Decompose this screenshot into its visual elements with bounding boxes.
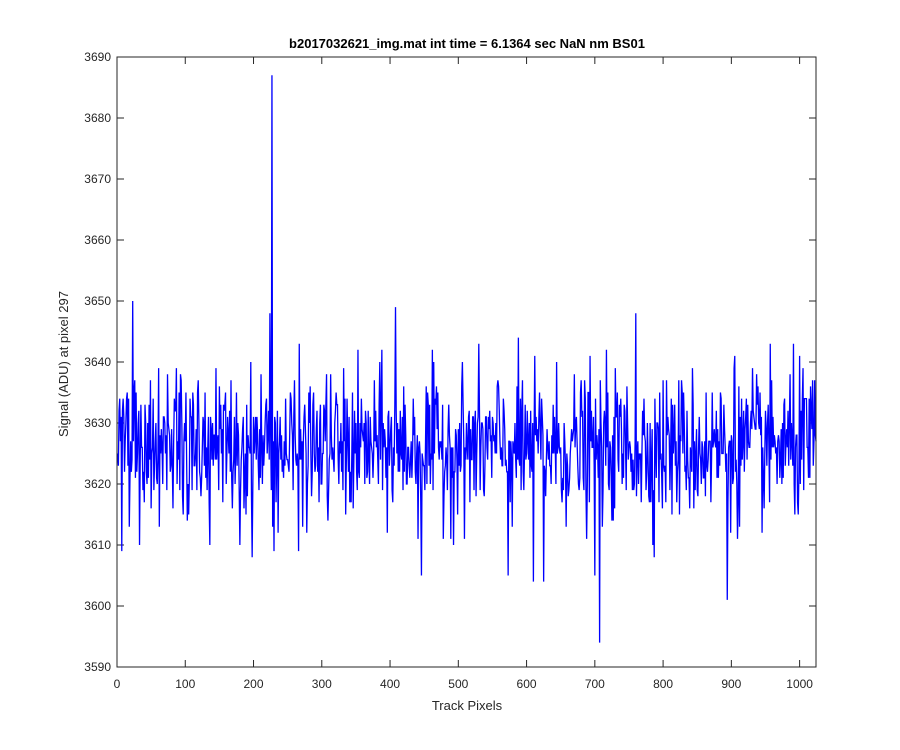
x-tick-label: 800 <box>653 677 673 691</box>
x-tick-label: 200 <box>244 677 264 691</box>
y-tick-label: 3680 <box>84 111 111 125</box>
x-tick-label: 700 <box>585 677 605 691</box>
y-tick-label: 3620 <box>84 477 111 491</box>
x-tick-label: 500 <box>448 677 468 691</box>
y-axis-label: Signal (ADU) at pixel 297 <box>56 291 71 437</box>
x-axis-label: Track Pixels <box>432 698 503 713</box>
y-tick-label: 3600 <box>84 599 111 613</box>
y-axis-ticks: 3590 3600 3610 3620 3630 3640 3650 3660 3670 3680… <box>84 50 816 674</box>
y-tick-label: 3590 <box>84 660 111 674</box>
x-tick-label: 600 <box>517 677 537 691</box>
series-line <box>117 75 817 643</box>
y-tick-label: 3660 <box>84 233 111 247</box>
x-tick-label: 900 <box>721 677 741 691</box>
x-tick-label: 1000 <box>786 677 813 691</box>
y-tick-label: 3690 <box>84 50 111 64</box>
x-tick-label: 400 <box>380 677 400 691</box>
y-tick-label: 3610 <box>84 538 111 552</box>
y-tick-label: 3630 <box>84 416 111 430</box>
x-tick-label: 100 <box>175 677 195 691</box>
x-tick-label: 0 <box>114 677 121 691</box>
x-tick-label: 300 <box>312 677 332 691</box>
plot-area <box>117 57 816 667</box>
axes-box <box>116 56 817 668</box>
y-tick-label: 3640 <box>84 355 111 369</box>
y-tick-label: 3650 <box>84 294 111 308</box>
x-axis-ticks: 0 100 200 300 400 500 600 700 800 900 1000 <box>114 57 813 691</box>
chart-title: b2017032621_img.mat int time = 6.1364 se… <box>289 36 645 51</box>
y-tick-label: 3670 <box>84 172 111 186</box>
